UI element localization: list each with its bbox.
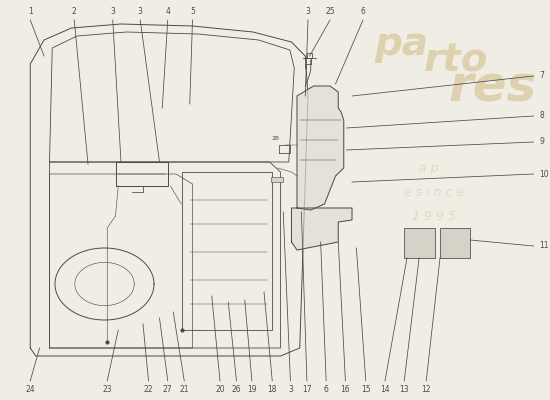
Text: 6: 6	[324, 385, 328, 394]
Polygon shape	[292, 208, 352, 250]
Text: a p: a p	[419, 162, 439, 174]
Bar	[440, 228, 470, 258]
Text: 5: 5	[190, 7, 195, 16]
Text: res: res	[448, 64, 536, 112]
Text: 14: 14	[380, 385, 390, 394]
Text: 17: 17	[302, 385, 312, 394]
Bar	[404, 228, 434, 258]
Text: 13: 13	[399, 385, 409, 394]
Bar	[271, 177, 283, 182]
Text: 23: 23	[102, 385, 112, 394]
Text: 28: 28	[271, 136, 279, 141]
Text: 2: 2	[72, 7, 76, 16]
Text: 25: 25	[325, 7, 335, 16]
Text: 3: 3	[288, 385, 293, 394]
Text: 20: 20	[215, 385, 225, 394]
Text: 18: 18	[267, 385, 277, 394]
Text: 4: 4	[166, 7, 170, 16]
Text: 16: 16	[340, 385, 350, 394]
Text: 1: 1	[28, 7, 32, 16]
Text: 3: 3	[138, 7, 142, 16]
Text: 3: 3	[306, 7, 310, 16]
Text: 27: 27	[163, 385, 173, 394]
Polygon shape	[297, 86, 344, 210]
Text: 7: 7	[539, 72, 544, 80]
Text: 19: 19	[247, 385, 257, 394]
Text: pa: pa	[375, 25, 428, 63]
Text: e s i n c e: e s i n c e	[404, 186, 465, 198]
Text: 11: 11	[539, 242, 548, 250]
Text: 10: 10	[539, 170, 549, 178]
Text: rto: rto	[424, 41, 489, 79]
Text: 12: 12	[421, 385, 431, 394]
Text: 21: 21	[179, 385, 189, 394]
Text: 9: 9	[539, 138, 544, 146]
Text: 24: 24	[25, 385, 35, 394]
Text: 6: 6	[361, 7, 365, 16]
Text: 15: 15	[361, 385, 371, 394]
Text: 1 9 9 5: 1 9 9 5	[412, 210, 456, 222]
Text: 22: 22	[144, 385, 153, 394]
Text: 26: 26	[232, 385, 241, 394]
Text: 8: 8	[539, 112, 544, 120]
Text: 3: 3	[111, 7, 115, 16]
